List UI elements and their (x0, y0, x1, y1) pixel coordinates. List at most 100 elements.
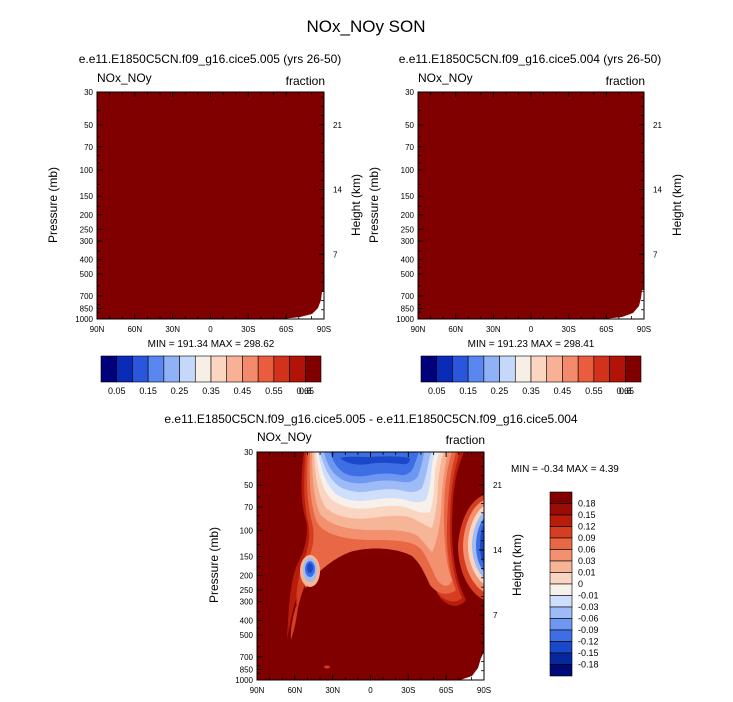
panel-004-variable-label: NOx_NOy (418, 71, 473, 85)
lat-tick-label: 90S (637, 325, 651, 334)
colorbar-label: 0 (578, 579, 583, 589)
pressure-tick-label: 1000 (396, 315, 414, 324)
colorbar-label: 0.15 (139, 386, 157, 396)
colorbar-swatch (549, 606, 573, 619)
pressure-tick-label: 500 (240, 631, 254, 640)
colorbar-label: 0.18 (578, 499, 596, 509)
lat-tick-label: 30N (486, 325, 501, 334)
colorbar-label: 0.35 (522, 386, 540, 396)
colorbar-swatch (257, 355, 275, 383)
pressure-tick-label: 100 (240, 526, 254, 535)
colorbar-swatch (609, 355, 626, 383)
pressure-tick-label: 400 (80, 256, 94, 265)
colorbar-swatch (549, 503, 573, 516)
panel-diff: e.e11.E1850C5CN.f09_g16.cice5.005 - e.e1… (164, 412, 619, 695)
colorbar-swatch (467, 355, 485, 383)
height-tick-label: 7 (333, 250, 338, 259)
colorbar-label: 0.55 (265, 386, 283, 396)
colorbar-swatch (483, 355, 500, 383)
lat-tick-label: 30N (165, 325, 180, 334)
panel-005-colorbar: 0.05 0.15 0.25 0.35 0.45 0.55 0.650.8 (100, 355, 322, 396)
panel-005-units-label: fraction (286, 74, 325, 88)
lat-tick-label: 0 (529, 325, 534, 334)
pressure-tick-label: 70 (244, 503, 253, 512)
lat-tick-label: 90S (317, 325, 331, 334)
lat-tick-label: 90N (411, 325, 426, 334)
height-tick-label: 14 (493, 546, 502, 555)
pressure-tick-label: 400 (240, 616, 254, 625)
colorbar-swatch (562, 355, 579, 383)
lat-tick-label: 60N (127, 325, 142, 334)
pressure-tick-label: 150 (401, 192, 415, 201)
panel-diff-contours (257, 452, 484, 680)
colorbar-label: -0.15 (578, 648, 599, 658)
colorbar-label: -0.09 (578, 625, 599, 635)
panel-diff-title: e.e11.E1850C5CN.f09_g16.cice5.005 - e.e1… (164, 412, 578, 426)
pressure-tick-label: 150 (80, 192, 94, 201)
colorbar-swatch (549, 537, 573, 550)
panel-004-colorbar: 0.05 0.15 0.25 0.35 0.45 0.55 0.650.8 (420, 355, 642, 396)
colorbar-swatch (549, 491, 573, 504)
panel-004-ylabel: Pressure (mb) (367, 167, 381, 243)
pressure-tick-label: 850 (80, 304, 94, 313)
lat-tick-label: 30S (401, 686, 415, 695)
pressure-tick-label: 500 (401, 270, 415, 279)
pressure-tick-label: 50 (244, 481, 253, 490)
colorbar-swatch (163, 355, 180, 383)
colorbar-swatch (273, 355, 290, 383)
pressure-tick-label: 50 (405, 121, 414, 130)
colorbar-swatch (132, 355, 149, 383)
colorbar-swatch (514, 355, 532, 383)
lat-tick-label: 60N (448, 325, 463, 334)
panel-004-missing-region (590, 290, 644, 319)
small-red-speck (324, 665, 330, 669)
panel-diff-missing-region (432, 652, 484, 680)
colorbar-swatch (549, 618, 573, 631)
panel-005-ylabel: Pressure (mb) (46, 167, 60, 243)
panel-004: e.e11.E1850C5CN.f09_g16.cice5.004 (yrs 2… (367, 52, 684, 396)
lat-tick-label: 30S (562, 325, 576, 334)
height-tick-label: 14 (333, 186, 342, 195)
pressure-tick-label: 850 (401, 304, 415, 313)
pressure-tick-label: 70 (84, 143, 93, 152)
pressure-tick-label: 30 (244, 448, 253, 457)
colorbar-label: -0.03 (578, 602, 599, 612)
lat-tick-label: 0 (208, 325, 213, 334)
lat-tick-label: 0 (368, 686, 373, 695)
colorbar-label: -0.12 (578, 637, 599, 647)
colorbar-swatch (549, 664, 573, 677)
pressure-tick-label: 200 (80, 211, 94, 220)
colorbar-label: 0.8 (619, 386, 632, 396)
panel-diff-ylabel: Pressure (mb) (207, 527, 221, 603)
height-tick-label: 21 (493, 481, 502, 490)
panel-diff-ylabel-right: Height (km) (510, 534, 524, 596)
panel-005-min-max: MIN = 191.34 MAX = 298.62 (148, 339, 275, 350)
pressure-tick-label: 300 (401, 237, 415, 246)
colorbar-label: 0.09 (578, 533, 596, 543)
pressure-tick-label: 700 (240, 653, 254, 662)
panel-005-variable-label: NOx_NOy (97, 71, 152, 85)
lat-tick-label: 60S (439, 686, 453, 695)
colorbar-swatch (436, 355, 453, 383)
pressure-tick-label: 250 (80, 225, 94, 234)
lat-tick-label: 90N (90, 325, 105, 334)
colorbar-swatch (593, 355, 610, 383)
panel-004-field (418, 92, 644, 319)
pressure-tick-label: 300 (240, 598, 254, 607)
colorbar-swatch (549, 572, 573, 585)
pressure-tick-label: 150 (240, 553, 254, 562)
panel-diff-variable-label: NOx_NOy (257, 430, 312, 444)
small-red-streak (290, 606, 298, 640)
contour-blue-5 (340, 456, 410, 465)
colorbar-label: 0.15 (459, 386, 477, 396)
colorbar-swatch (452, 355, 469, 383)
height-tick-label: 21 (653, 121, 662, 130)
colorbar-label: -0.01 (578, 591, 599, 601)
pressure-tick-label: 1000 (235, 676, 253, 685)
colorbar-swatch (546, 355, 563, 383)
colorbar-swatch (549, 641, 573, 654)
lat-tick-label: 60S (599, 325, 613, 334)
colorbar-swatch (420, 355, 438, 383)
pressure-tick-label: 850 (240, 665, 254, 674)
